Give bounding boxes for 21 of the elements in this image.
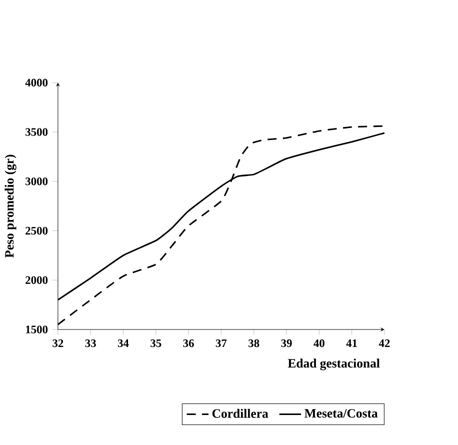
x-tick-label: 41: [346, 339, 357, 347]
y-tick-label: 2000: [26, 276, 48, 284]
x-tick-label: 39: [281, 339, 292, 347]
x-tick-label: 42: [378, 339, 390, 347]
x-tick-label: 38: [248, 339, 260, 347]
y-tick-label: 2500: [26, 226, 48, 234]
x-tick-label: 40: [314, 339, 324, 347]
x-tick-label: 36: [183, 339, 194, 347]
x-tick-label: 32: [52, 339, 64, 347]
y-tick-label: 3000: [26, 177, 48, 186]
x-axis-title: Edad gestacional: [288, 358, 380, 370]
y-tick-label: 1500: [26, 325, 48, 334]
legend-label: Meseta/Costa: [304, 408, 378, 418]
x-tick-label: 35: [150, 339, 162, 347]
x-tick-label: 33: [85, 339, 96, 347]
x-tick-label: 34: [118, 339, 129, 347]
y-tick-label: 4000: [25, 78, 48, 86]
y-tick-label: 3500: [26, 128, 48, 136]
y-axis-title: Peso promedio (gr): [4, 154, 16, 258]
legend-label: Cordillera: [212, 408, 268, 418]
x-tick-label: 37: [216, 339, 227, 347]
